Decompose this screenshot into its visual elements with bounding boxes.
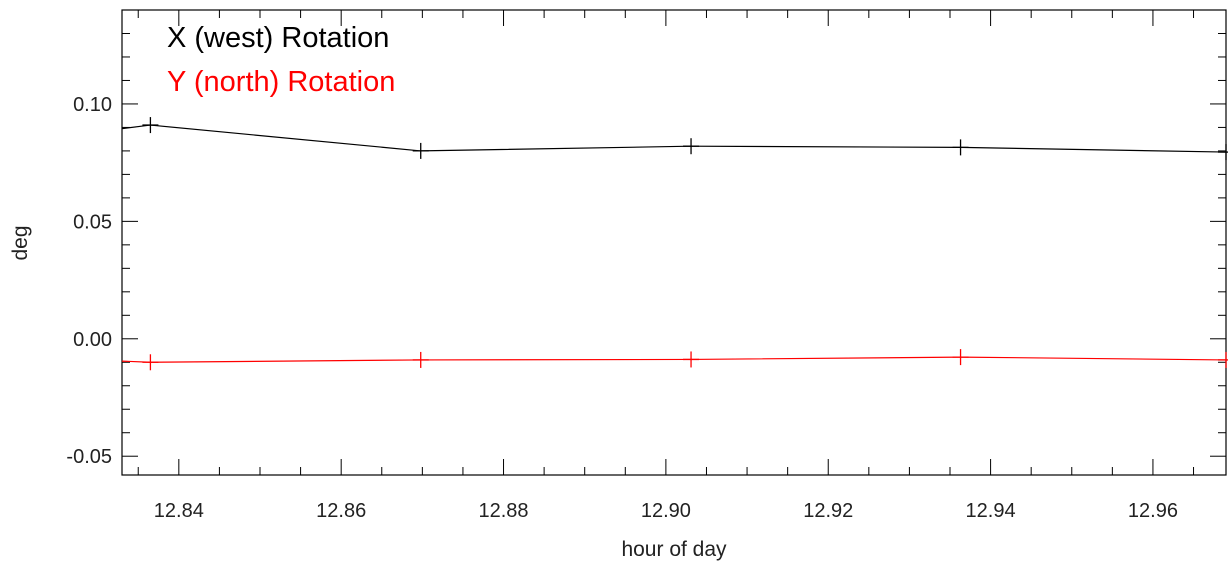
data-point-marker bbox=[1218, 351, 1228, 368]
legend-series-y-north: Y (north) Rotation bbox=[167, 66, 395, 98]
x-tick-labels: 12.84 12.86 12.88 12.90 12.92 12.94 12.96 bbox=[154, 500, 1178, 522]
x-axis-title: hour of day bbox=[621, 538, 727, 561]
x-tick-label: 12.88 bbox=[478, 500, 528, 522]
y-tick-label: 0.10 bbox=[73, 94, 112, 116]
series-layer bbox=[121, 117, 1228, 371]
x-tick-label: 12.94 bbox=[966, 500, 1016, 522]
x-tick-label: 12.86 bbox=[316, 500, 366, 522]
data-point-marker bbox=[683, 351, 700, 368]
x-tick-label: 12.84 bbox=[154, 500, 204, 522]
y-tick-label: -0.05 bbox=[66, 446, 112, 468]
data-point-marker bbox=[683, 138, 700, 155]
axis-ticks bbox=[122, 9, 1226, 475]
y-tick-label: 0.00 bbox=[73, 329, 112, 351]
data-point-marker bbox=[952, 139, 969, 156]
series-line-0 bbox=[121, 124, 1227, 153]
plot-frame bbox=[121, 9, 1227, 476]
x-tick-label: 12.96 bbox=[1128, 500, 1178, 522]
data-point-marker bbox=[952, 349, 969, 366]
legend-series-x-west: X (west) Rotation bbox=[167, 22, 389, 54]
data-point-marker bbox=[142, 354, 159, 371]
data-point-marker bbox=[1218, 144, 1228, 161]
y-tick-labels: 0.10 0.05 0.00 -0.05 bbox=[66, 94, 112, 468]
data-point-marker bbox=[142, 117, 159, 134]
data-point-marker bbox=[412, 351, 429, 368]
x-tick-label: 12.92 bbox=[803, 500, 853, 522]
y-axis-title: deg bbox=[9, 225, 32, 260]
x-tick-label: 12.90 bbox=[641, 500, 691, 522]
series-line-1 bbox=[121, 356, 1227, 363]
data-point-marker bbox=[412, 142, 429, 159]
y-tick-label: 0.05 bbox=[73, 211, 112, 233]
